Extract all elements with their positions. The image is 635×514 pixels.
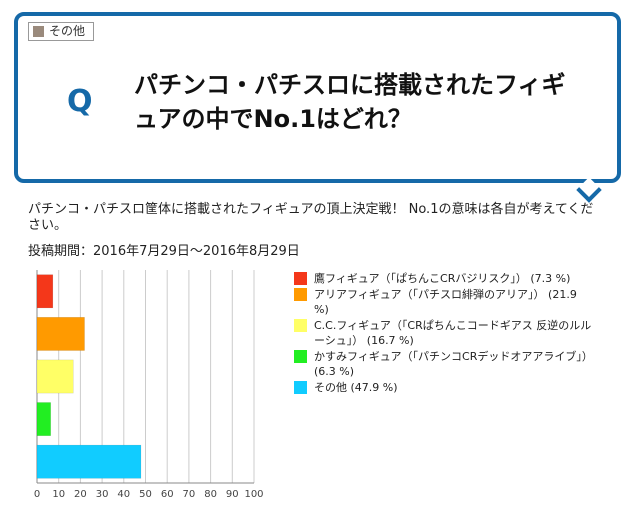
bar-2 [36,317,85,351]
x-tick-label: 50 [139,489,152,500]
legend-entry: アリアフィギュア（「パチスロ緋弾のアリア」） (21.9 %) [294,287,594,317]
x-tick-label: 80 [204,489,217,500]
bar-chart: 0 10 20 30 40 50 60 70 80 90 100 [34,270,264,500]
x-tick-label: 20 [74,489,87,500]
legend-entry: かすみフィギュア（「パチンコCRデッドオアアライブ」） (6.3 %) [294,349,594,379]
legend-label: その他 (47.9 %) [314,381,398,394]
category-label: その他 [49,24,86,38]
legend-entry: 鷹フィギュア（「ぱちんこCRバジリスク」） (7.3 %) [294,271,594,286]
question-mark-letter: Q [67,84,93,119]
legend-label: 鷹フィギュア（「ぱちんこCRバジリスク」） (7.3 %) [314,272,571,285]
x-tick-label: 0 [34,489,40,500]
bar-1 [36,274,54,309]
legend-label: C.C.フィギュア（「CRぱちんこコードギアス 反逆のルルーシュ」） (16.7… [314,319,592,347]
page-title: パチンコ・パチスロに搭載されたフィギュアの中でNo.1はどれ？ [134,71,566,133]
legend-swatch [294,288,307,301]
x-tick-label: 30 [96,489,109,500]
legend-entry: C.C.フィギュア（「CRぱちんこコードギアス 反逆のルルーシュ」） (16.7… [294,318,594,348]
x-tick-label: 60 [161,489,174,500]
bar-5 [36,444,142,479]
poll-description: パチンコ・パチスロ筐体に搭載されたフィギュアの頂上決定戦！ No.1の意味は各自… [28,202,594,233]
x-tick-label: 100 [244,489,263,500]
legend-label: かすみフィギュア（「パチンコCRデッドオアアライブ」） (6.3 %) [314,350,593,378]
x-tick-label: 70 [183,489,196,500]
legend-swatch [294,350,307,363]
chart-legend: 鷹フィギュア（「ぱちんこCRバジリスク」） (7.3 %) アリアフィギュア（「パ… [294,271,594,396]
category-tag[interactable]: その他 [28,22,95,41]
square-icon [33,26,44,37]
poll-period: 投稿期間：2016年7月29日〜2016年8月29日 [28,244,300,259]
question-box: その他 Q パチンコ・パチスロに搭載されたフィギュアの中でNo.1はどれ？ [14,12,621,183]
legend-swatch [294,381,307,394]
x-tick-label: 40 [117,489,130,500]
x-tick-label: 90 [226,489,239,500]
legend-label: アリアフィギュア（「パチスロ緋弾のアリア」） (21.9 %) [314,288,577,316]
x-tick-label: 10 [52,489,65,500]
legend-swatch [294,272,307,285]
legend-swatch [294,319,307,332]
bar-4 [36,402,51,436]
bar-3 [36,359,74,394]
legend-entry: その他 (47.9 %) [294,380,594,395]
